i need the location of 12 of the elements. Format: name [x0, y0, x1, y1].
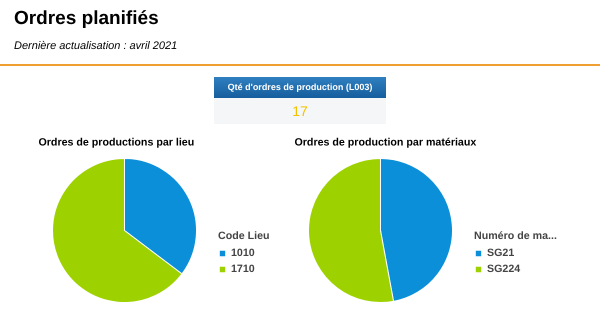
legend-label: 1710	[231, 263, 255, 275]
text: Qté d'ordres de production (L003)	[214, 77, 386, 98]
text: Dernière actualisation : avril 2021	[14, 40, 178, 52]
text: 17	[214, 98, 386, 124]
legend-label: 1010	[231, 247, 255, 259]
chart-title: Ordres de productions par lieu	[38, 136, 194, 148]
legend-label: SG224	[487, 263, 520, 275]
legend-title: Code Lieu	[218, 230, 270, 242]
legend-title: Numéro de ma...	[474, 230, 557, 242]
chart-title: Ordres de production par matériaux	[294, 136, 476, 148]
text: Ordres planifiés	[14, 8, 159, 30]
legend-label: SG21	[487, 247, 514, 259]
